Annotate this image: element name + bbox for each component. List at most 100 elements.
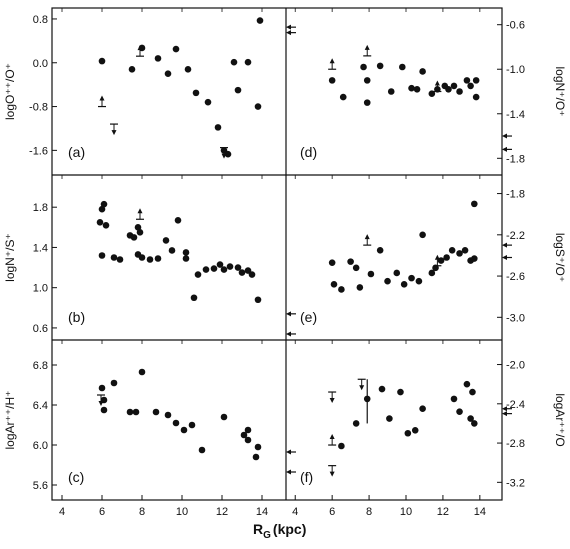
data-point-e-22: [471, 200, 478, 208]
data-point-c-14: [240, 431, 248, 439]
y-tick-label-c-3: 5.6: [33, 480, 48, 492]
upper-limit-f-2: [328, 465, 337, 477]
panels-layer: 0.8 0.0 -0.8 -1.6 logO⁺⁺/O⁺ (a) -0.6 -1.0 -1.4 -1…: [3, 7, 567, 501]
data-point-b-21: [194, 271, 202, 278]
y-axis-label-d: logN⁺/O⁺: [553, 66, 567, 116]
x-tick-label-left-0: 4: [59, 506, 65, 518]
lower-limit-a-1: [136, 45, 144, 57]
data-point-a-16: [256, 17, 264, 24]
y-tick-label-a-3: -1.6: [29, 145, 48, 157]
data-point-f-8: [419, 405, 426, 413]
solar-arrow-e-0: [502, 242, 512, 248]
x-tick-label-right-0: 4: [292, 506, 298, 518]
y-tick-label-e-0: -1.8: [506, 189, 525, 201]
panel-label-e: (e): [300, 309, 317, 325]
upper-limit-c-0: [97, 394, 105, 406]
data-point-c-0: [98, 384, 106, 392]
x-tick-label-left-1: 6: [99, 506, 105, 518]
lower-limit-d-0: [328, 58, 337, 70]
data-point-d-3: [363, 77, 371, 84]
y-tick-label-f-0: -2.0: [506, 360, 525, 372]
y-tick-label-b-0: 1.8: [33, 202, 48, 214]
y-axis-label-a: logO⁺⁺/O⁺: [3, 63, 17, 120]
data-point-f-7: [411, 427, 419, 434]
data-point-e-8: [384, 277, 391, 285]
x-tick-label-right-3: 10: [400, 506, 412, 518]
data-point-e-13: [419, 231, 426, 239]
data-point-d-8: [408, 84, 415, 92]
data-point-e-2: [338, 286, 345, 293]
data-point-b-14: [154, 255, 162, 262]
data-point-f-6: [404, 429, 412, 437]
upper-limit-a-1: [220, 147, 228, 159]
panel-b: 1.8 1.4 1.0 0.6 logN⁺/S⁺ (b): [3, 200, 296, 337]
data-point-f-10: [456, 408, 463, 415]
y-tick-label-c-0: 6.8: [33, 360, 48, 372]
data-point-f-12: [467, 415, 474, 422]
y-tick-label-a-1: 0.0: [33, 58, 48, 70]
upper-limit-a-0: [110, 123, 118, 136]
y-tick-label-e-1: -2.2: [506, 230, 525, 242]
x-axis-label: RG (kpc): [253, 521, 306, 541]
data-point-e-4: [352, 264, 360, 272]
data-point-b-4: [102, 222, 110, 229]
data-point-e-0: [328, 259, 336, 266]
data-point-d-2: [360, 63, 367, 71]
y-tick-label-d-3: -1.8: [506, 153, 525, 165]
panel-label-d: (d): [300, 144, 317, 160]
data-point-c-7: [152, 408, 160, 416]
data-point-e-20: [461, 246, 469, 254]
panel-f: -2.0 -2.4 -2.8 -3.2 logAr⁺⁺/O (f): [300, 360, 567, 490]
data-point-b-8: [130, 234, 138, 241]
data-point-b-23: [210, 265, 218, 272]
x-tick-label-left-5: 14: [256, 506, 268, 518]
data-point-b-13: [146, 256, 154, 263]
data-point-e-3: [347, 258, 354, 265]
data-point-e-11: [408, 274, 415, 282]
figure-frame: [51, 7, 503, 501]
data-point-b-5: [110, 254, 118, 261]
data-point-e-14: [428, 269, 436, 277]
solar-arrow-d-1: [502, 146, 512, 152]
data-point-c-17: [252, 453, 260, 461]
data-point-b-18: [182, 249, 190, 256]
data-point-c-8: [164, 411, 172, 419]
data-point-d-9: [413, 85, 421, 93]
data-point-a-12: [230, 58, 238, 66]
solar-arrow-b-1: [286, 331, 296, 337]
solar-arrow-c-0: [286, 449, 296, 455]
data-point-d-19: [472, 93, 480, 101]
data-point-a-3: [154, 55, 162, 62]
data-point-b-26: [226, 263, 234, 270]
panel-a: 0.8 0.0 -0.8 -1.6 logO⁺⁺/O⁺ (a): [3, 14, 296, 160]
data-point-b-25: [220, 266, 228, 273]
data-point-c-3: [110, 379, 118, 387]
data-point-b-2: [98, 252, 106, 259]
data-point-b-3: [100, 200, 108, 208]
lower-limit-d-2: [433, 80, 442, 93]
lower-limit-d-1: [363, 44, 372, 57]
data-point-b-10: [136, 229, 144, 236]
data-point-f-0: [338, 442, 345, 450]
data-point-a-6: [184, 66, 192, 73]
solar-arrow-e-1: [502, 255, 512, 260]
data-point-d-0: [328, 77, 336, 84]
lower-limit-f-0: [328, 434, 337, 446]
data-point-c-9: [172, 419, 180, 427]
panel-e: -1.8 -2.2 -2.6 -3.0 logS⁺/O⁺ (e): [300, 189, 567, 325]
data-point-d-18: [467, 82, 474, 90]
data-point-b-19: [182, 255, 190, 262]
data-point-a-1: [128, 66, 136, 73]
data-point-b-24: [216, 261, 224, 268]
data-point-e-19: [456, 250, 463, 257]
lower-limit-e-1: [433, 254, 442, 267]
data-point-f-3: [378, 385, 386, 393]
y-tick-label-e-3: -3.0: [506, 312, 525, 324]
data-point-b-6: [116, 256, 124, 263]
data-point-e-5: [356, 284, 364, 291]
data-point-d-5: [376, 62, 384, 70]
data-point-b-1: [98, 205, 106, 213]
data-point-b-22: [202, 266, 210, 273]
data-point-c-13: [220, 413, 228, 421]
x-tick-label-right-4: 12: [437, 506, 449, 518]
